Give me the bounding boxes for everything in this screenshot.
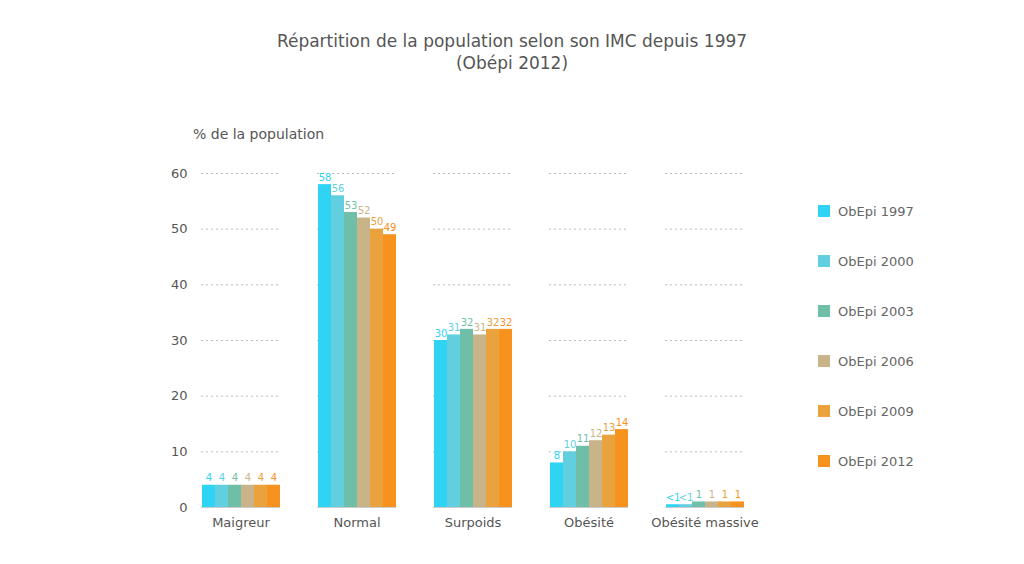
- svg-text:8: 8: [554, 450, 560, 461]
- svg-text:32: 32: [487, 317, 500, 328]
- svg-text:40: 40: [171, 277, 188, 292]
- svg-text:10: 10: [564, 439, 577, 450]
- svg-text:50: 50: [371, 216, 384, 227]
- html-text:ObEpi 2003: ObEpi 2003: [838, 303, 914, 319]
- svg-text:1: 1: [696, 489, 702, 500]
- svg-text:Normal: Normal: [333, 515, 380, 530]
- svg-text:4: 4: [206, 472, 212, 483]
- svg-text:31: 31: [474, 322, 487, 333]
- svg-text:32: 32: [500, 317, 513, 328]
- svg-text:58: 58: [319, 172, 332, 183]
- svg-text:30: 30: [171, 333, 188, 348]
- svg-text:56: 56: [332, 183, 345, 194]
- html-text:Répartition de la population s: Répartition de la population selon son I…: [276, 31, 748, 51]
- svg-text:1: 1: [709, 489, 715, 500]
- svg-text:4: 4: [258, 472, 264, 483]
- svg-text:12: 12: [590, 428, 603, 439]
- svg-text:50: 50: [171, 221, 188, 236]
- svg-text:31: 31: [448, 322, 461, 333]
- svg-text:14: 14: [616, 417, 629, 428]
- svg-text:4: 4: [232, 472, 238, 483]
- svg-text:4: 4: [219, 472, 225, 483]
- svg-text:49: 49: [384, 222, 397, 233]
- svg-text:10: 10: [171, 444, 188, 459]
- svg-text:52: 52: [358, 205, 371, 216]
- html-text:% de la population: % de la population: [193, 126, 325, 142]
- svg-text:0: 0: [179, 500, 187, 515]
- svg-text:32: 32: [461, 317, 474, 328]
- html-text:ObEpi 2012: ObEpi 2012: [838, 453, 914, 469]
- html-text:ObEpi 2000: ObEpi 2000: [838, 253, 914, 269]
- svg-text:Obésité: Obésité: [564, 515, 614, 530]
- svg-text:20: 20: [171, 388, 188, 403]
- svg-text:4: 4: [245, 472, 251, 483]
- html-text:ObEpi 1997: ObEpi 1997: [838, 203, 914, 219]
- svg-text:13: 13: [603, 422, 616, 433]
- svg-text:53: 53: [345, 200, 358, 211]
- svg-text:1: 1: [735, 489, 741, 500]
- html-text:(Obépi 2012): (Obépi 2012): [456, 53, 568, 73]
- svg-text:Obésité massive: Obésité massive: [651, 515, 759, 530]
- svg-text:60: 60: [171, 166, 188, 181]
- svg-text:30: 30: [435, 328, 448, 339]
- svg-text:1: 1: [722, 489, 728, 500]
- html-text:ObEpi 2006: ObEpi 2006: [838, 353, 914, 369]
- svg-text:<1: <1: [665, 491, 681, 503]
- svg-text:<1: <1: [679, 492, 694, 503]
- svg-text:4: 4: [271, 472, 277, 483]
- svg-text:11: 11: [577, 433, 590, 444]
- html-text:ObEpi 2009: ObEpi 2009: [838, 403, 914, 419]
- svg-text:Surpoids: Surpoids: [445, 515, 502, 530]
- svg-text:Maigreur: Maigreur: [212, 515, 270, 530]
